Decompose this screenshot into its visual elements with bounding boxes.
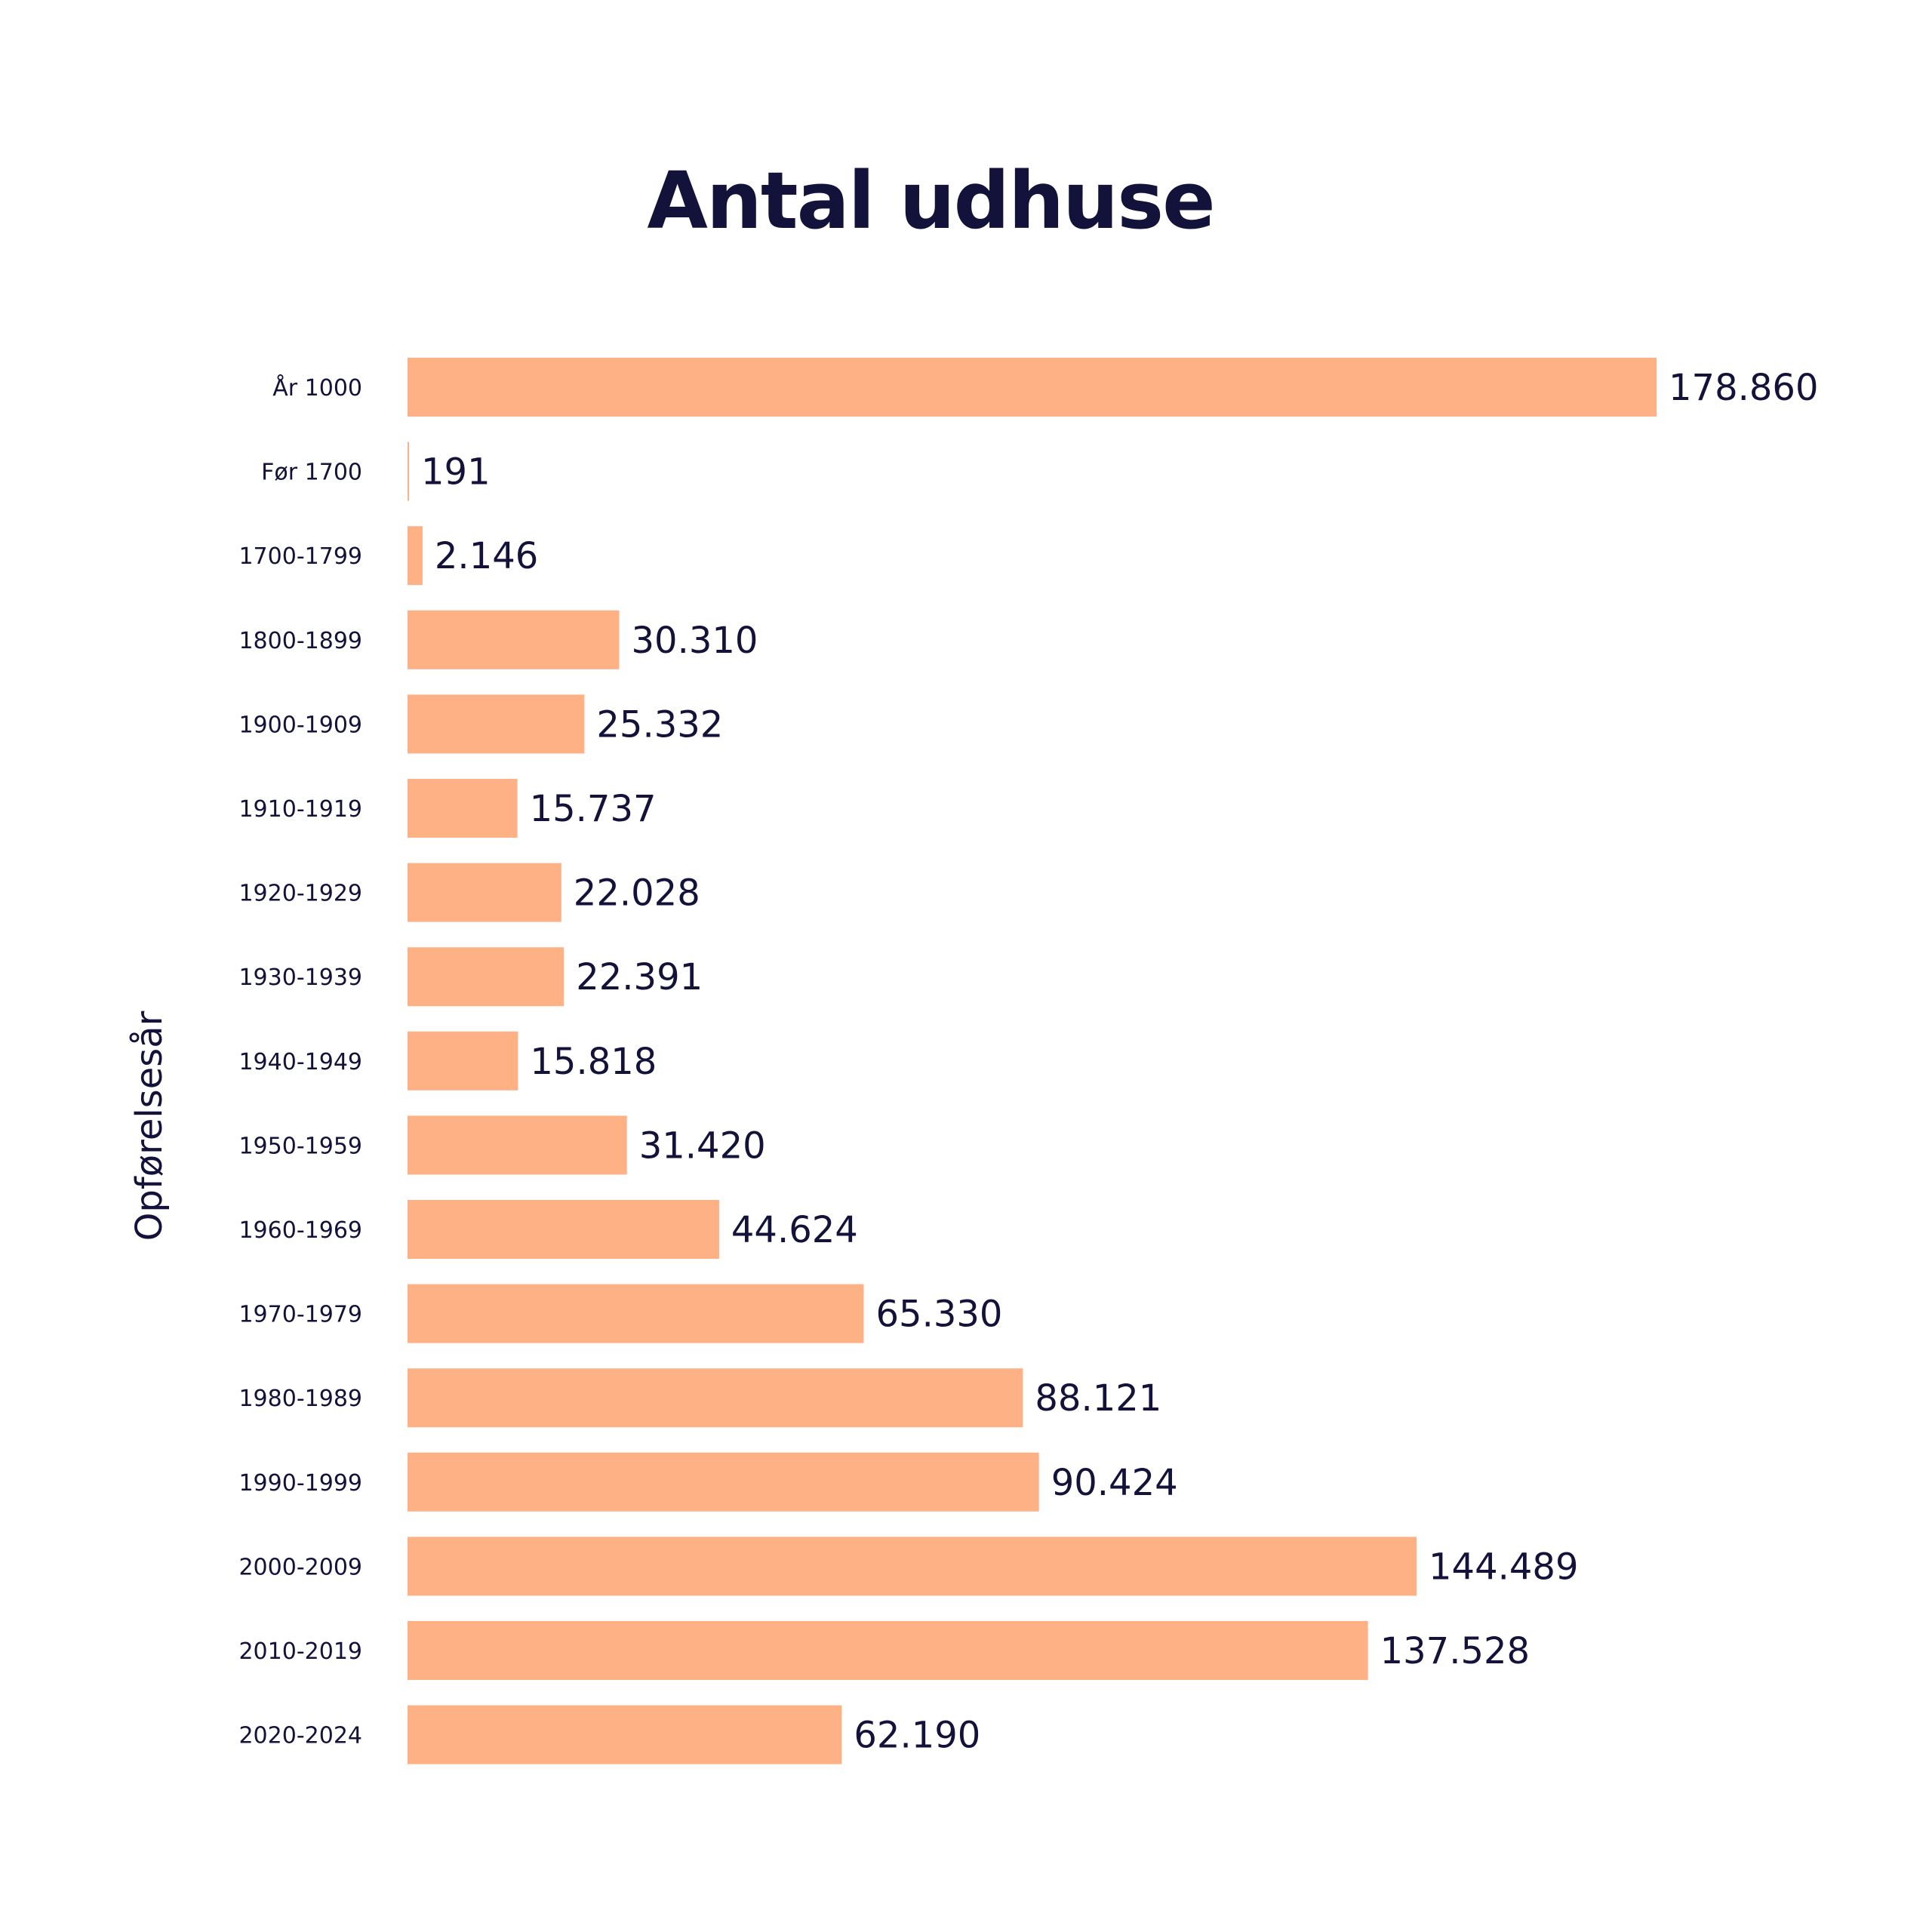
bar-1910-1919	[408, 779, 518, 838]
category-label-1900-1909: 1900-1909	[238, 712, 362, 738]
bar-2010-2019	[408, 1621, 1368, 1680]
category-label-r-1000: År 1000	[272, 374, 362, 401]
value-label-2020-2024: 62.190	[854, 1715, 980, 1757]
value-label-1940-1949: 15.818	[530, 1041, 657, 1083]
bar-1960-1969	[408, 1200, 719, 1259]
category-label-2020-2024: 2020-2024	[238, 1723, 362, 1749]
category-label-1990-1999: 1990-1999	[238, 1470, 362, 1497]
bar-2000-2009	[408, 1537, 1417, 1596]
bar-1950-1959	[408, 1115, 627, 1175]
value-label-2010-2019: 137.528	[1380, 1630, 1531, 1672]
value-label-1900-1909: 25.332	[596, 703, 723, 746]
value-label-1930-1939: 22.391	[576, 956, 703, 998]
value-label-f-r-1700: 191	[421, 451, 491, 494]
value-label-1910-1919: 15.737	[530, 788, 657, 830]
bar-1800-1899	[408, 610, 620, 669]
bar-r-1000	[408, 358, 1657, 417]
value-label-2000-2009: 144.489	[1429, 1546, 1579, 1588]
bar-1980-1989	[408, 1368, 1023, 1428]
value-label-1980-1989: 88.121	[1035, 1377, 1161, 1420]
category-label-1700-1799: 1700-1799	[238, 543, 362, 570]
bar-f-r-1700	[408, 441, 409, 501]
bar-1990-1999	[408, 1452, 1039, 1512]
value-label-1950-1959: 31.420	[639, 1124, 766, 1167]
bar-1970-1979	[408, 1284, 864, 1343]
value-label-1960-1969: 44.624	[731, 1209, 858, 1251]
bar-1930-1939	[408, 947, 565, 1007]
category-labels: År 1000 Før 1700 1700-1799 1800-1899 1900-19…	[238, 374, 362, 1749]
value-label-1990-1999: 90.424	[1051, 1462, 1178, 1504]
category-label-f-r-1700: Før 1700	[261, 460, 362, 486]
bar-1940-1949	[408, 1031, 518, 1091]
bar-1900-1909	[408, 694, 585, 754]
category-label-2010-2019: 2010-2019	[238, 1638, 362, 1665]
category-label-1910-1919: 1910-1919	[238, 796, 362, 823]
y-axis-label: Opførelsesår	[128, 1011, 171, 1241]
category-label-1940-1949: 1940-1949	[238, 1049, 362, 1075]
category-label-1920-1929: 1920-1929	[238, 881, 362, 907]
value-label-1920-1929: 22.028	[574, 872, 700, 915]
value-label-1700-1799: 2.146	[435, 535, 538, 577]
value-labels: 178.860 191 2.146 30.310 25.332 15.737 22.028 2…	[421, 367, 1819, 1757]
category-label-1950-1959: 1950-1959	[238, 1133, 362, 1159]
chart-title: Antal udhuse	[647, 155, 1215, 247]
bar-2020-2024	[408, 1705, 842, 1764]
bars-group	[408, 358, 1657, 1764]
bar-1920-1929	[408, 863, 561, 922]
category-label-2000-2009: 2000-2009	[238, 1554, 362, 1580]
category-label-1970-1979: 1970-1979	[238, 1302, 362, 1328]
value-label-r-1000: 178.860	[1669, 367, 1819, 409]
value-label-1800-1899: 30.310	[632, 620, 758, 662]
category-label-1800-1899: 1800-1899	[238, 628, 362, 654]
category-label-1980-1989: 1980-1989	[238, 1386, 362, 1412]
category-label-1960-1969: 1960-1969	[238, 1217, 362, 1244]
bar-1700-1799	[408, 526, 423, 586]
category-label-1930-1939: 1930-1939	[238, 964, 362, 991]
value-label-1970-1979: 65.330	[876, 1294, 1003, 1336]
